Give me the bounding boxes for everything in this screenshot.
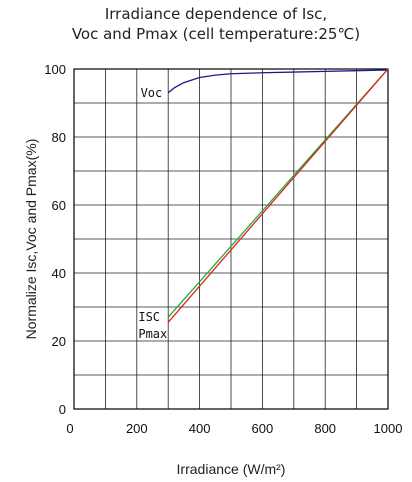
y-tick-label: 20 [52,334,66,349]
y-tick-label: 80 [52,130,66,145]
y-tick-label: 60 [52,198,66,213]
x-tick-label: 600 [252,421,274,436]
x-tick-label: 1000 [374,421,403,436]
series-line-pmax [167,68,389,323]
x-tick-label: 800 [314,421,336,436]
tick-labels: 0 200 400 600 800 1000 0 20 40 60 80 100 [44,62,402,436]
series-label-pmax: Pmax [138,327,167,341]
series-labels: Voc ISC Pmax [138,86,167,341]
grid-lines [74,69,388,409]
y-axis-label: Normalize Isc,Voc and Pmax(%) [23,139,39,340]
x-axis-label: Irradiance (W/m²) [177,461,286,477]
series-line-voc [167,69,389,94]
series-group [167,68,389,323]
x-tick-label: 400 [189,421,211,436]
x-tick-label: 0 [66,421,73,436]
plot-frame [73,68,389,410]
series-label-voc: Voc [141,86,163,100]
chart-title-line-2: Voc and Pmax (cell temperature:25℃) [71,25,361,43]
y-tick-label: 0 [59,402,66,417]
x-tick-label: 200 [126,421,148,436]
y-tick-label: 40 [52,266,66,281]
y-tick-label: 100 [44,62,66,77]
chart-title-line-1: Irradiance dependence of Isc, [104,5,328,23]
series-label-isc: ISC [138,310,160,324]
